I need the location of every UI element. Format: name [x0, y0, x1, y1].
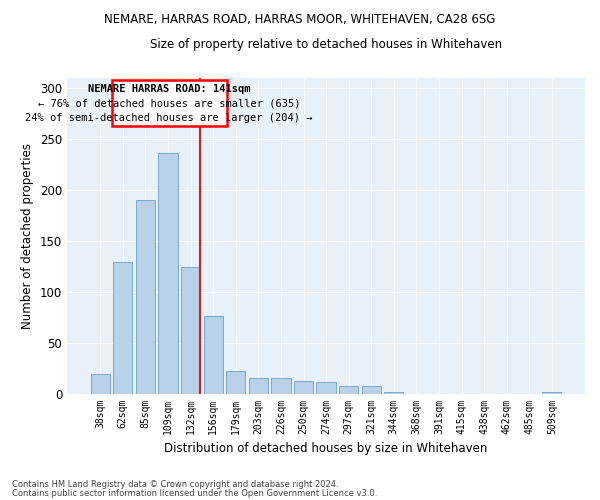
- Bar: [362, 386, 381, 394]
- Text: 24% of semi-detached houses are larger (204) →: 24% of semi-detached houses are larger (…: [25, 112, 313, 122]
- Bar: [316, 382, 335, 394]
- Text: ← 76% of detached houses are smaller (635): ← 76% of detached houses are smaller (63…: [38, 98, 301, 108]
- Bar: [158, 154, 178, 394]
- Bar: [226, 371, 245, 394]
- Text: NEMARE, HARRAS ROAD, HARRAS MOOR, WHITEHAVEN, CA28 6SG: NEMARE, HARRAS ROAD, HARRAS MOOR, WHITEH…: [104, 12, 496, 26]
- Text: Contains public sector information licensed under the Open Government Licence v3: Contains public sector information licen…: [12, 488, 377, 498]
- Bar: [542, 392, 562, 394]
- Bar: [294, 382, 313, 394]
- Y-axis label: Number of detached properties: Number of detached properties: [22, 143, 34, 329]
- Bar: [181, 268, 200, 394]
- Bar: [339, 386, 358, 394]
- Bar: [271, 378, 290, 394]
- FancyBboxPatch shape: [112, 80, 227, 126]
- Text: Contains HM Land Registry data © Crown copyright and database right 2024.: Contains HM Land Registry data © Crown c…: [12, 480, 338, 489]
- Title: Size of property relative to detached houses in Whitehaven: Size of property relative to detached ho…: [150, 38, 502, 51]
- Bar: [384, 392, 403, 394]
- Bar: [249, 378, 268, 394]
- Bar: [203, 316, 223, 394]
- Text: NEMARE HARRAS ROAD: 141sqm: NEMARE HARRAS ROAD: 141sqm: [88, 84, 250, 94]
- Bar: [113, 262, 133, 394]
- Bar: [136, 200, 155, 394]
- Bar: [91, 374, 110, 394]
- X-axis label: Distribution of detached houses by size in Whitehaven: Distribution of detached houses by size …: [164, 442, 488, 455]
